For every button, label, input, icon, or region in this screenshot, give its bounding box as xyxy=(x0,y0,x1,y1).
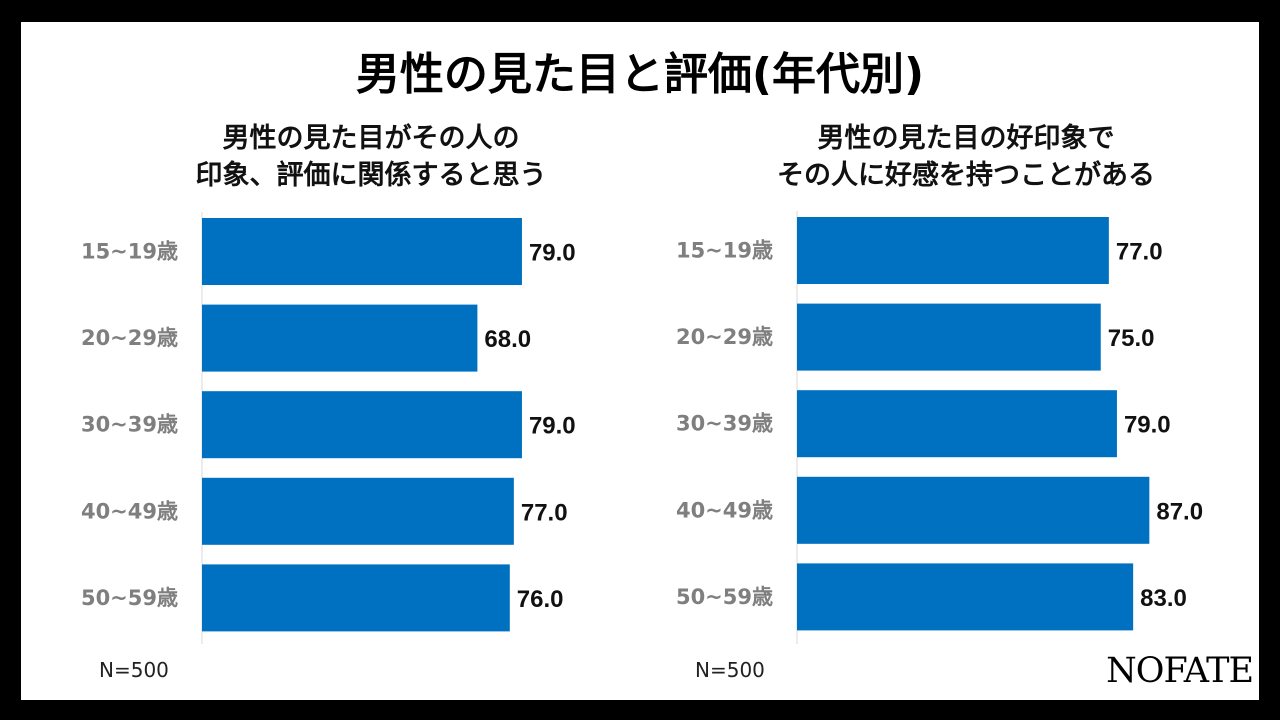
left-chart-category-label: 40~49歳 xyxy=(81,499,178,523)
right-chart-bar xyxy=(797,476,1150,544)
left-chart-value-label: 77.0 xyxy=(521,499,568,526)
right-chart-subtitle-line-2: その人に好感を持つことがある xyxy=(777,160,1155,191)
right-chart-value-label: 87.0 xyxy=(1156,498,1203,525)
main-title: 男性の見た目と評価(年代別) xyxy=(355,49,925,100)
right-chart-bar xyxy=(797,563,1134,631)
right-chart-bar xyxy=(797,390,1117,458)
bar-charts: 15~19歳 79.0 20~29歳 68.0 30~39歳 79.0 40~49歳 77.0… xyxy=(81,211,1203,644)
left-chart-bar xyxy=(202,218,522,285)
left-chart-bar xyxy=(202,304,478,372)
right-chart-category-label: 50~59歳 xyxy=(676,585,773,609)
nofate-logo: NOFATE xyxy=(1106,651,1254,691)
left-chart-bar xyxy=(202,477,514,545)
right-chart-bar xyxy=(797,217,1109,284)
left-chart-subtitle-line-1: 男性の見た目がその人の xyxy=(222,123,520,154)
left-chart-value-label: 79.0 xyxy=(529,413,576,440)
right-chart-category-label: 40~49歳 xyxy=(676,498,773,522)
left-chart-category-label: 15~19歳 xyxy=(81,240,178,264)
left-chart-category-label: 30~39歳 xyxy=(81,413,178,437)
left-chart-category-label: 50~59歳 xyxy=(81,586,178,610)
left-chart-category-label: 20~29歳 xyxy=(81,326,178,350)
left-chart-subtitle-line-2: 印象、評価に関係すると思う xyxy=(195,160,547,191)
right-chart-category-label: 30~39歳 xyxy=(676,412,773,436)
left-chart-value-label: 76.0 xyxy=(517,586,564,613)
left-chart-subtitle: 男性の見た目がその人の 印象、評価に関係すると思う xyxy=(111,120,631,194)
right-chart-value-label: 75.0 xyxy=(1108,325,1155,352)
left-chart-value-label: 68.0 xyxy=(484,326,531,353)
right-sample-size: N=500 xyxy=(695,658,765,682)
right-chart-value-label: 77.0 xyxy=(1116,239,1163,266)
left-chart-bar xyxy=(202,391,522,459)
right-chart-subtitle: 男性の見た目の好印象で その人に好感を持つことがある xyxy=(706,120,1226,194)
left-sample-size: N=500 xyxy=(99,658,169,682)
right-chart-value-label: 79.0 xyxy=(1124,412,1171,439)
left-chart-value-label: 79.0 xyxy=(529,240,576,267)
right-chart-category-label: 20~29歳 xyxy=(676,325,773,349)
right-chart-subtitle-line-1: 男性の見た目の好印象で xyxy=(817,123,1115,154)
right-chart-value-label: 83.0 xyxy=(1140,585,1187,612)
left-chart-bar xyxy=(202,564,510,632)
right-chart-bar xyxy=(797,303,1101,371)
right-chart-category-label: 15~19歳 xyxy=(676,239,773,263)
chart-frame: 男性の見た目と評価(年代別) 男性の見た目がその人の 印象、評価に関係すると思う… xyxy=(21,22,1259,700)
